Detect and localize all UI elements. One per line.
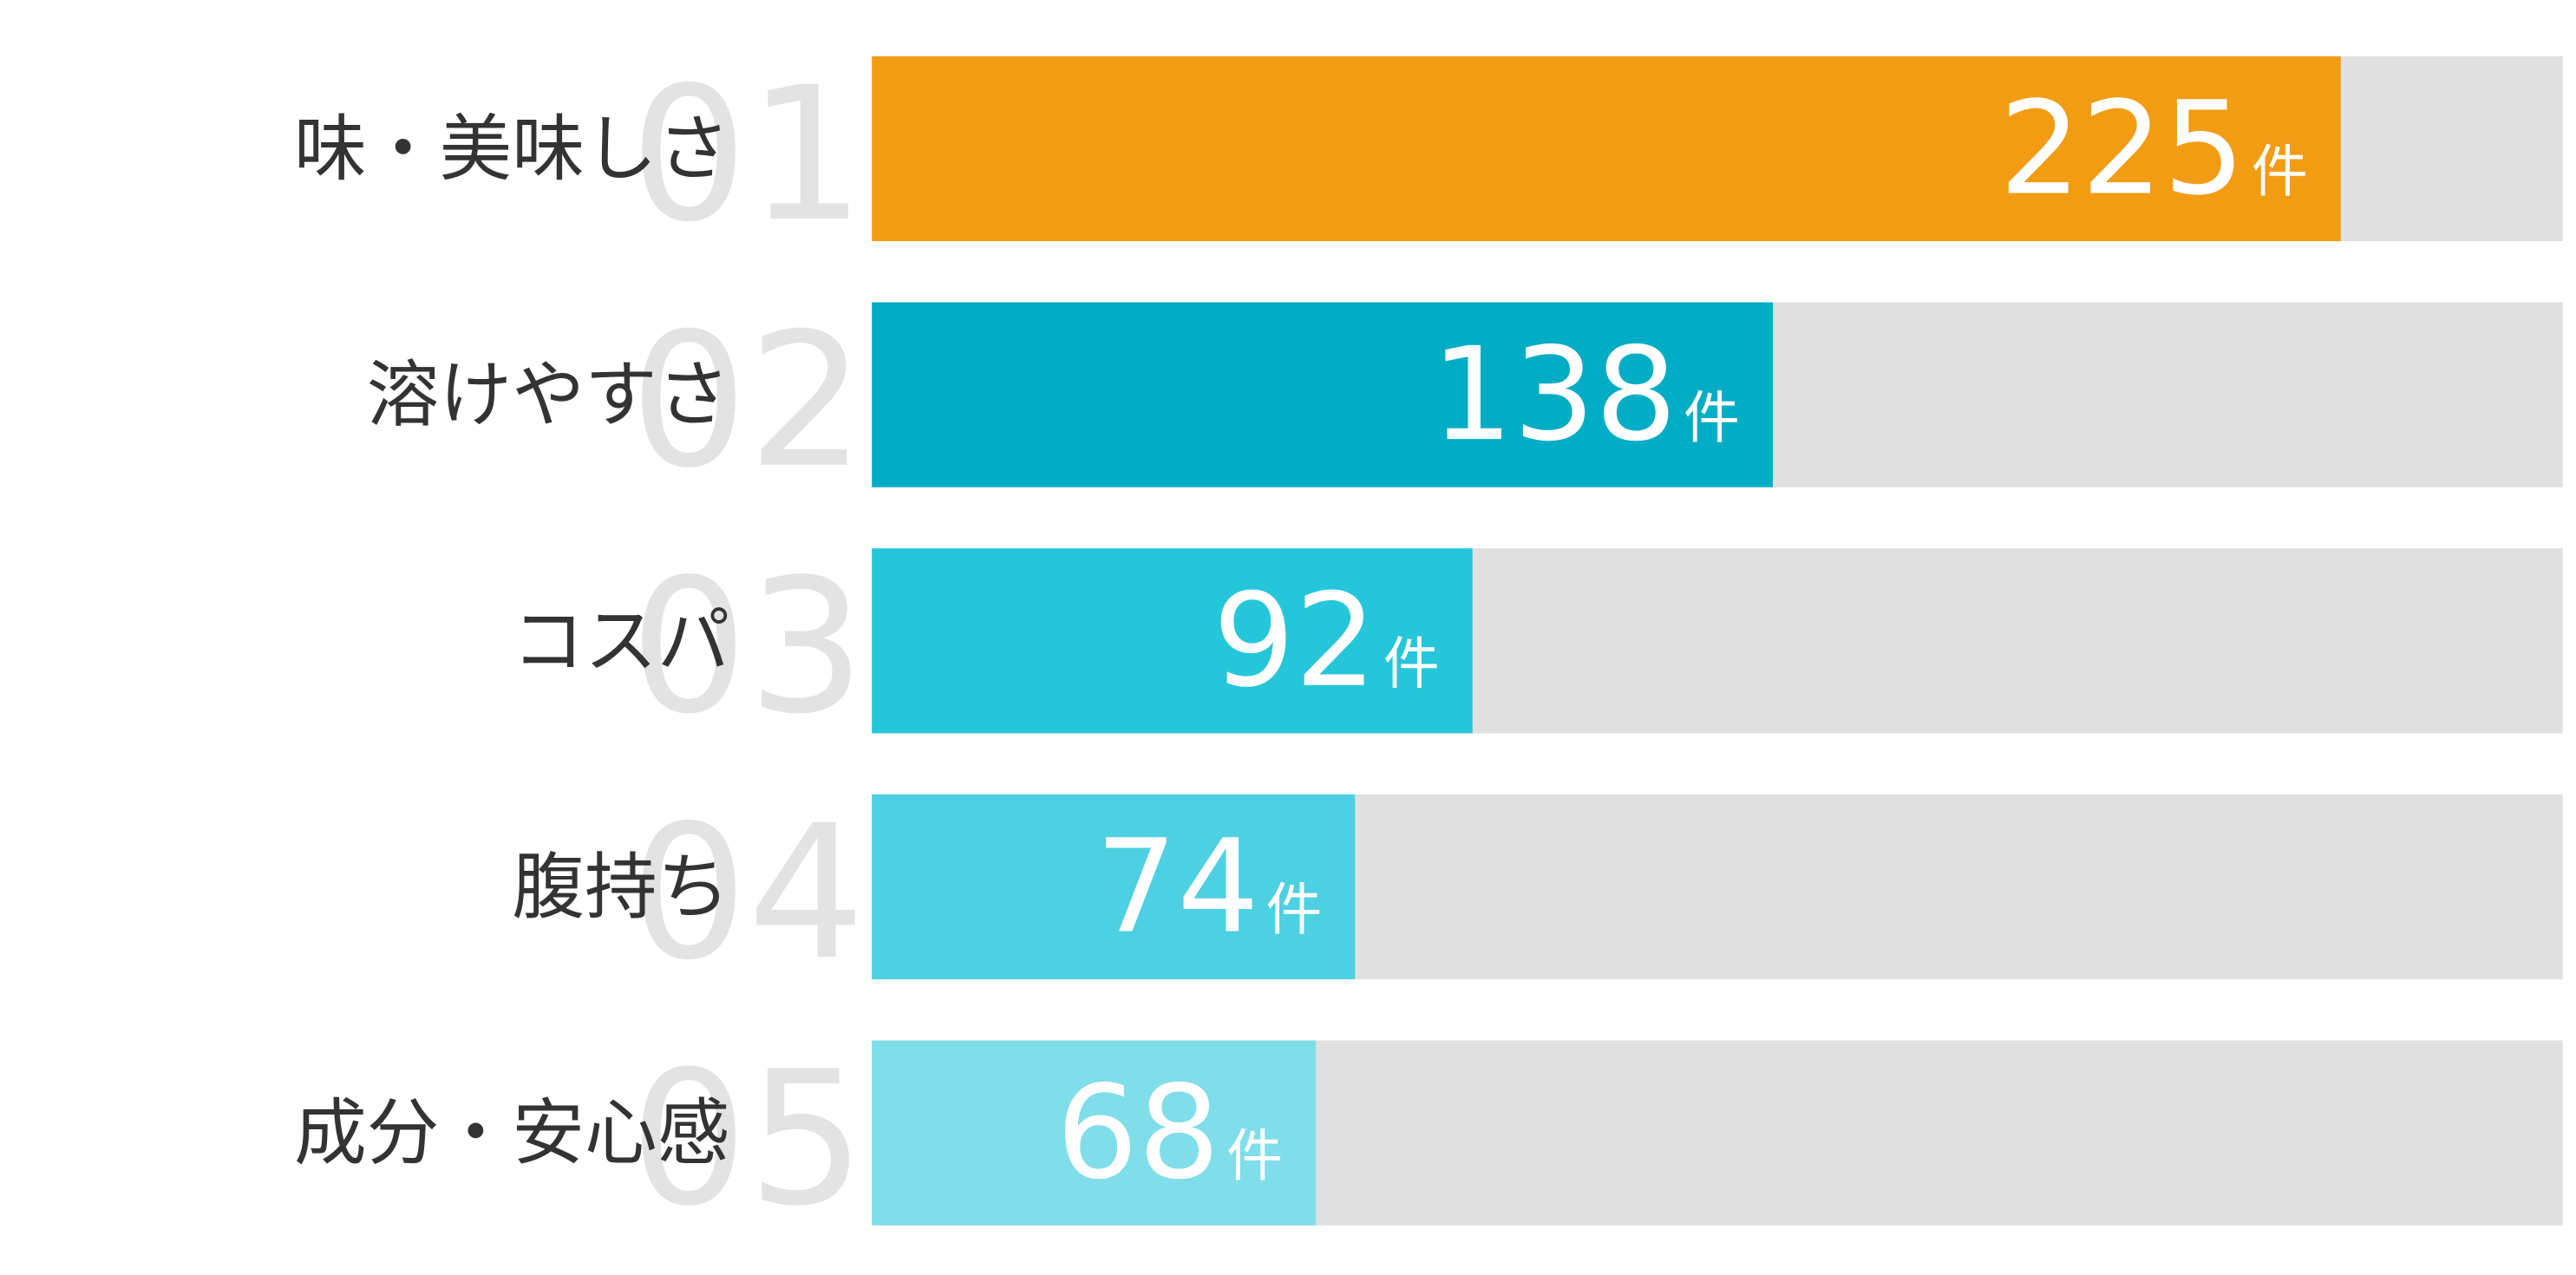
value-unit: 件 [2252, 140, 2308, 205]
value-number: 68 [1056, 1058, 1220, 1208]
bar [872, 548, 1473, 734]
rank-number: 01 [630, 48, 865, 263]
value-unit: 件 [1383, 631, 1440, 696]
bar [872, 1040, 1317, 1226]
bar [872, 56, 2341, 242]
category-label: 成分・安心感 [294, 1090, 730, 1175]
value-label: 225 件 [1999, 74, 2308, 224]
value-number: 74 [1095, 812, 1259, 962]
category-label: 溶けやすさ [367, 352, 730, 437]
category-label: 味・美味しさ [294, 106, 730, 191]
value-unit: 件 [1684, 385, 1740, 450]
value-number: 225 [1999, 74, 2245, 224]
value-label: 138 件 [1431, 320, 1740, 470]
value-unit: 件 [1226, 1123, 1283, 1188]
value-label: 68 件 [1056, 1058, 1283, 1208]
category-label: 腹持ち [512, 844, 729, 929]
rank-number: 02 [630, 294, 865, 509]
bar [872, 302, 1773, 487]
value-number: 138 [1431, 320, 1677, 470]
value-label: 74 件 [1095, 812, 1322, 962]
bar [872, 794, 1356, 980]
rank-number: 04 [630, 786, 865, 1001]
category-label: コスパ [512, 598, 729, 683]
rank-number: 05 [630, 1032, 865, 1247]
value-label: 92 件 [1213, 566, 1439, 716]
rank-number: 03 [630, 539, 865, 755]
value-unit: 件 [1265, 878, 1322, 943]
value-number: 92 [1213, 566, 1376, 716]
